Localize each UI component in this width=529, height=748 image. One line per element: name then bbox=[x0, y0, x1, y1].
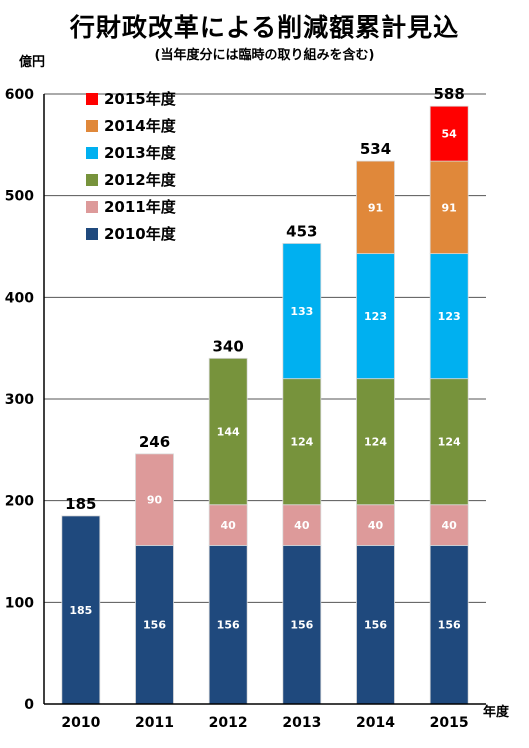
legend-swatch bbox=[86, 228, 98, 240]
data-label: 91 bbox=[368, 201, 383, 214]
bar-segment bbox=[356, 253, 395, 380]
data-label: 40 bbox=[368, 519, 384, 532]
x-tick-label: 2014 bbox=[356, 715, 395, 731]
legend-swatch bbox=[86, 93, 98, 105]
data-label: 40 bbox=[442, 519, 458, 532]
total-label: 588 bbox=[434, 85, 465, 103]
data-label: 156 bbox=[217, 619, 240, 632]
data-label: 91 bbox=[442, 201, 457, 214]
legend: 2015年度 2014年度 2013年度 2012年度 2011年度 2010年度 bbox=[86, 90, 177, 243]
data-label: 156 bbox=[438, 619, 461, 632]
legend-label: 2015年度 bbox=[104, 90, 177, 108]
legend-swatch bbox=[86, 174, 98, 186]
total-label: 246 bbox=[139, 433, 170, 451]
bar-segment bbox=[135, 453, 174, 546]
y-axis-label: 億円 bbox=[19, 54, 45, 70]
data-label: 123 bbox=[438, 310, 461, 323]
legend-label: 2013年度 bbox=[104, 144, 177, 162]
bar-segment bbox=[135, 545, 174, 705]
y-tick-label: 400 bbox=[5, 290, 34, 306]
y-tick-label: 300 bbox=[5, 392, 34, 408]
x-tick-label: 2015 bbox=[430, 715, 469, 731]
bar-segment bbox=[429, 253, 469, 380]
legend-swatch bbox=[86, 147, 98, 159]
data-label: 40 bbox=[294, 519, 310, 532]
bar-segment bbox=[429, 504, 469, 546]
y-tick-label: 200 bbox=[5, 494, 34, 510]
bar-segment bbox=[282, 545, 322, 705]
data-label: 124 bbox=[364, 436, 387, 449]
bar-segment bbox=[208, 545, 248, 705]
bar-segment bbox=[429, 105, 469, 162]
bar-segment bbox=[356, 504, 395, 546]
bar-segment bbox=[429, 378, 469, 506]
x-tick-label: 2012 bbox=[209, 715, 248, 731]
data-label: 144 bbox=[217, 426, 240, 439]
legend-label: 2011年度 bbox=[104, 198, 177, 216]
bar-segment bbox=[282, 378, 322, 506]
total-label: 185 bbox=[65, 495, 96, 513]
total-label: 453 bbox=[286, 222, 317, 240]
data-label: 40 bbox=[221, 519, 237, 532]
bar-segment bbox=[356, 545, 395, 705]
x-tick-label: 2011 bbox=[135, 715, 174, 731]
y-tick-label: 0 bbox=[24, 697, 34, 713]
bar-segment bbox=[429, 545, 469, 705]
total-label: 340 bbox=[213, 337, 244, 355]
total-label: 534 bbox=[360, 140, 391, 158]
data-label: 54 bbox=[442, 128, 458, 141]
bar-segment bbox=[208, 504, 248, 546]
data-label: 185 bbox=[69, 604, 92, 617]
bar-segment bbox=[208, 357, 248, 506]
legend-swatch bbox=[86, 201, 98, 213]
chart-subtitle: (当年度分には臨時の取り組みを含む) bbox=[154, 48, 375, 63]
bar-segment bbox=[356, 378, 395, 506]
bar-segment bbox=[61, 515, 101, 705]
data-label: 123 bbox=[364, 310, 387, 323]
data-label: 90 bbox=[147, 494, 163, 507]
data-label: 156 bbox=[364, 619, 387, 632]
data-label: 124 bbox=[438, 436, 461, 449]
legend-swatch bbox=[86, 120, 98, 132]
data-label: 156 bbox=[143, 619, 166, 632]
data-label: 124 bbox=[290, 436, 313, 449]
legend-label: 2012年度 bbox=[104, 171, 177, 189]
bar-segment bbox=[356, 160, 395, 255]
x-tick-label: 2013 bbox=[282, 715, 321, 731]
legend-label: 2010年度 bbox=[104, 225, 177, 243]
legend-label: 2014年度 bbox=[104, 117, 177, 135]
x-tick-label: 2010 bbox=[61, 715, 100, 731]
bars: 185 185 156 90 246 156 40 144 340 156 40 124 133 453 1… bbox=[61, 85, 469, 705]
y-tick-label: 100 bbox=[5, 595, 34, 611]
bar-segment bbox=[282, 504, 322, 546]
bar-segment bbox=[282, 243, 322, 380]
x-axis-label: 年度 bbox=[483, 704, 510, 720]
y-tick-label: 500 bbox=[5, 189, 34, 205]
data-label: 156 bbox=[290, 619, 313, 632]
data-label: 133 bbox=[290, 305, 313, 318]
gridlines bbox=[44, 93, 486, 603]
y-tick-label: 600 bbox=[5, 87, 34, 103]
bar-segment bbox=[429, 160, 469, 255]
chart-title: 行財政改革による削減額累計見込 bbox=[69, 13, 460, 42]
